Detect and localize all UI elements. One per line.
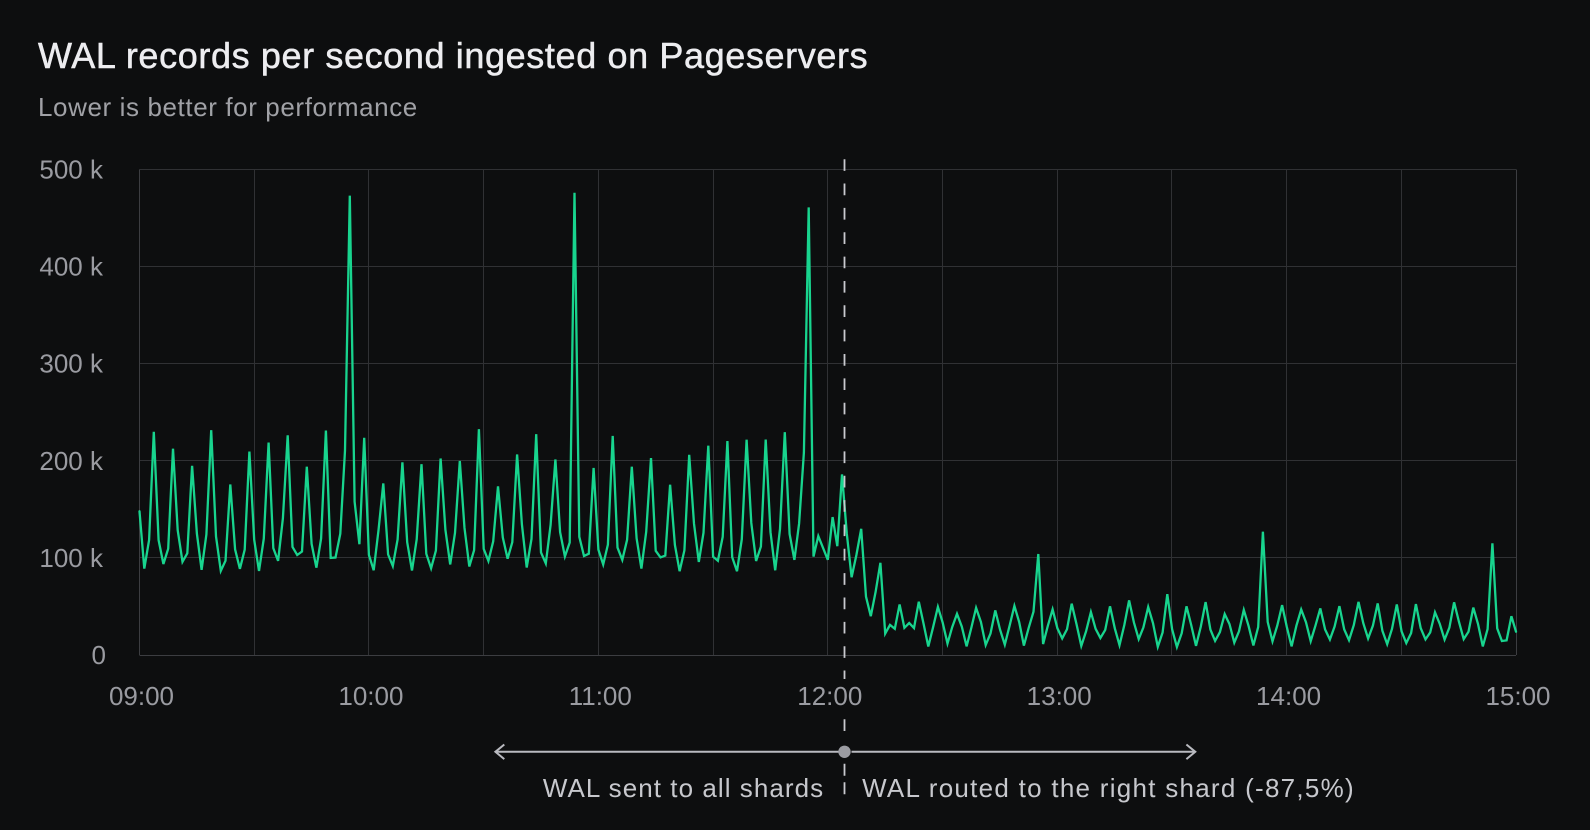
- svg-text:WAL sent to all shards: WAL sent to all shards: [543, 773, 824, 803]
- svg-text:100 k: 100 k: [39, 543, 104, 573]
- svg-text:13:00: 13:00: [1027, 681, 1092, 711]
- svg-text:Lower is better for performanc: Lower is better for performance: [38, 92, 418, 122]
- svg-text:11:00: 11:00: [569, 681, 632, 711]
- svg-text:14:00: 14:00: [1256, 681, 1321, 711]
- svg-text:WAL routed to the right shard: WAL routed to the right shard (-87,5%): [862, 773, 1355, 803]
- svg-text:09:00: 09:00: [109, 681, 174, 711]
- svg-text:300 k: 300 k: [39, 349, 104, 379]
- svg-text:400 k: 400 k: [39, 252, 104, 282]
- svg-text:15:00: 15:00: [1485, 681, 1550, 711]
- svg-text:200 k: 200 k: [39, 446, 104, 476]
- svg-text:12:00: 12:00: [797, 681, 862, 711]
- svg-text:0: 0: [92, 640, 106, 670]
- svg-text:WAL records per second ingeste: WAL records per second ingested on Pages…: [38, 35, 868, 76]
- svg-text:500 k: 500 k: [39, 155, 104, 185]
- svg-text:10:00: 10:00: [338, 681, 403, 711]
